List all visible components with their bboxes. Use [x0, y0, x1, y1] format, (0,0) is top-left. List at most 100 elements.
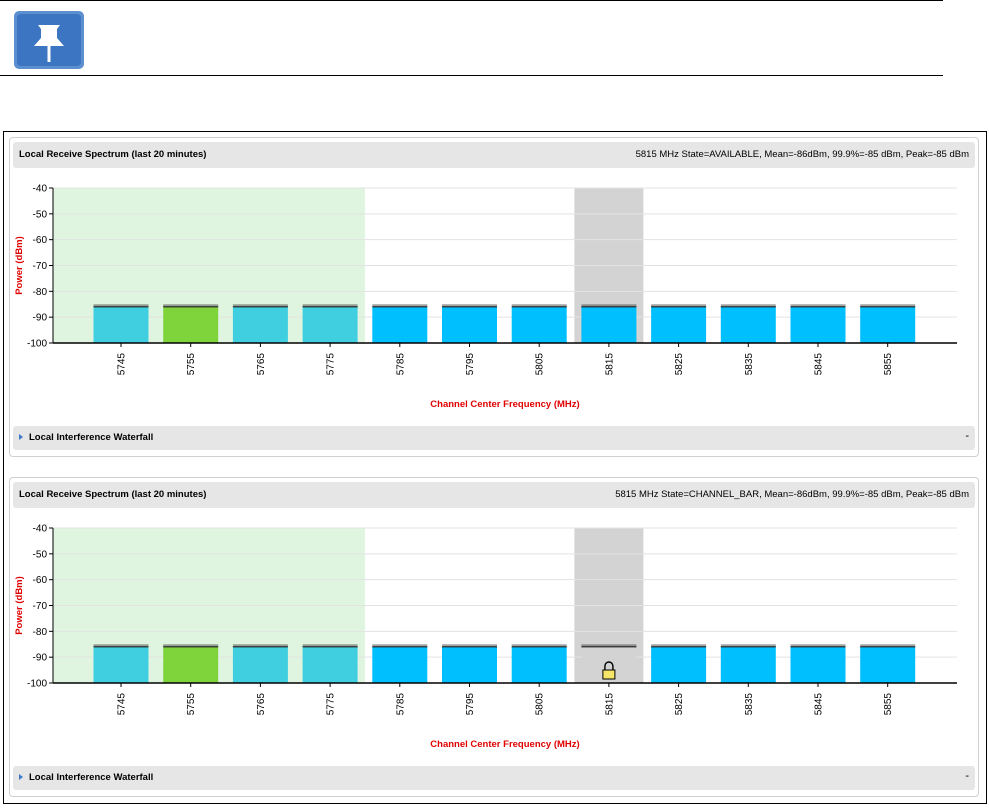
- peak-marker-5755: [163, 644, 219, 647]
- panel-title: Local Receive Spectrum (last 20 minutes): [19, 149, 207, 160]
- peak-marker-5805: [511, 304, 567, 307]
- peak-marker-5815: [581, 644, 637, 647]
- x-tick-label: 5855: [883, 353, 894, 376]
- x-tick-label: 5805: [535, 353, 546, 376]
- x-tick-label: 5845: [814, 693, 825, 716]
- x-tick-label: 5835: [744, 353, 755, 376]
- x-tick-label: 5815: [604, 353, 615, 376]
- peak-marker-5765: [232, 644, 288, 647]
- peak-marker-5745: [93, 644, 149, 647]
- peak-marker-5805: [511, 644, 567, 647]
- bar-5795: [442, 646, 497, 683]
- spectrum-chart: -40 -50 -60 -70 -80 -90 -100 5745 5755 5765 5775 57…: [14, 524, 957, 750]
- x-tick-label: 5805: [535, 693, 546, 716]
- panel-header: Local Receive Spectrum (last 20 minutes)…: [13, 482, 975, 508]
- waterfall-header[interactable]: Local Interference Waterfall -: [13, 766, 975, 790]
- top-rule: [0, 0, 943, 1]
- bar-5845: [790, 646, 846, 683]
- x-tick-label: 5785: [395, 693, 406, 716]
- peak-marker-5855: [860, 304, 916, 307]
- y-tick-label: -90: [33, 653, 48, 664]
- bar-5825: [651, 306, 707, 343]
- lock-icon: [602, 669, 616, 680]
- peak-marker-5775: [302, 644, 358, 647]
- peak-marker-5855: [860, 644, 916, 647]
- bar-5855: [860, 306, 916, 343]
- peak-marker-5835: [720, 304, 776, 307]
- peak-marker-5745: [93, 304, 149, 307]
- waterfall-label[interactable]: Local Interference Waterfall: [29, 772, 154, 783]
- panel-title: Local Receive Spectrum (last 20 minutes): [19, 489, 207, 500]
- bar-5755: [163, 306, 219, 343]
- x-axis-title: Channel Center Frequency (MHz): [430, 399, 579, 410]
- bar-5785: [372, 646, 428, 683]
- y-tick-label: -60: [33, 575, 48, 586]
- x-tick-label: 5765: [256, 353, 267, 376]
- bar-5745: [93, 306, 149, 343]
- waterfall-header[interactable]: Local Interference Waterfall -: [13, 426, 975, 450]
- y-tick-label: -70: [33, 261, 48, 272]
- x-tick-label: 5745: [117, 353, 128, 376]
- peak-marker-5795: [442, 644, 497, 647]
- peak-marker-5835: [720, 644, 776, 647]
- spectrum-chart: -40 -50 -60 -70 -80 -90 -100 5745 5755 5765 5775 57…: [14, 184, 957, 410]
- screenshot-frame: [3, 131, 987, 804]
- y-axis-title: Power (dBm): [14, 236, 25, 295]
- peak-marker-5845: [790, 644, 846, 647]
- x-tick-label: 5855: [883, 693, 894, 716]
- y-tick-label: -70: [33, 601, 48, 612]
- peak-marker-5775: [302, 304, 358, 307]
- bar-5805: [511, 306, 567, 343]
- collapse-toggle[interactable]: -: [965, 770, 969, 782]
- bar-5785: [372, 306, 428, 343]
- y-tick-label: -100: [27, 339, 47, 350]
- x-tick-label: 5775: [326, 693, 337, 716]
- y-tick-label: -40: [33, 524, 48, 535]
- bar-5815: [581, 306, 637, 343]
- spectrum-panel-2: Local Receive Spectrum (last 20 minutes)…: [9, 477, 979, 797]
- peak-marker-5815: [581, 304, 637, 307]
- peak-marker-5785: [372, 644, 428, 647]
- x-tick-label: 5845: [814, 353, 825, 376]
- bar-5855: [860, 646, 916, 683]
- x-tick-label: 5755: [186, 693, 197, 716]
- x-tick-label: 5825: [674, 353, 685, 376]
- channel-status: 5815 MHz State=CHANNEL_BAR, Mean=-86dBm,…: [615, 489, 969, 500]
- y-tick-label: -80: [33, 627, 48, 638]
- bar-5755: [163, 646, 219, 683]
- x-axis-title: Channel Center Frequency (MHz): [430, 739, 579, 750]
- lock-icon: [604, 661, 614, 670]
- bar-5805: [511, 646, 567, 683]
- bar-5775: [302, 646, 358, 683]
- bar-5765: [232, 646, 288, 683]
- x-tick-label: 5765: [256, 693, 267, 716]
- y-tick-label: -60: [33, 235, 48, 246]
- bar-5745: [93, 646, 149, 683]
- triangle-right-icon[interactable]: [19, 774, 23, 780]
- bar-5835: [720, 646, 776, 683]
- collapse-toggle[interactable]: -: [965, 430, 969, 442]
- peak-marker-5765: [232, 304, 288, 307]
- triangle-right-icon[interactable]: [19, 434, 23, 440]
- bar-5775: [302, 306, 358, 343]
- peak-marker-5825: [651, 644, 707, 647]
- bar-5765: [232, 306, 288, 343]
- y-tick-label: -40: [33, 184, 48, 195]
- x-tick-label: 5825: [674, 693, 685, 716]
- spectrum-panel-1: Local Receive Spectrum (last 20 minutes)…: [9, 137, 979, 457]
- channel-status: 5815 MHz State=AVAILABLE, Mean=-86dBm, 9…: [635, 149, 969, 160]
- x-tick-label: 5795: [465, 693, 476, 716]
- peak-marker-5795: [442, 304, 497, 307]
- x-tick-label: 5775: [326, 353, 337, 376]
- waterfall-label[interactable]: Local Interference Waterfall: [29, 432, 154, 443]
- x-tick-label: 5835: [744, 693, 755, 716]
- bar-5835: [720, 306, 776, 343]
- pushpin-icon: [14, 11, 84, 69]
- y-tick-label: -50: [33, 209, 48, 220]
- peak-marker-5825: [651, 304, 707, 307]
- y-tick-label: -100: [27, 679, 47, 690]
- y-tick-label: -80: [33, 287, 48, 298]
- bar-5825: [651, 646, 707, 683]
- bottom-rule: [0, 75, 943, 76]
- bar-5845: [790, 306, 846, 343]
